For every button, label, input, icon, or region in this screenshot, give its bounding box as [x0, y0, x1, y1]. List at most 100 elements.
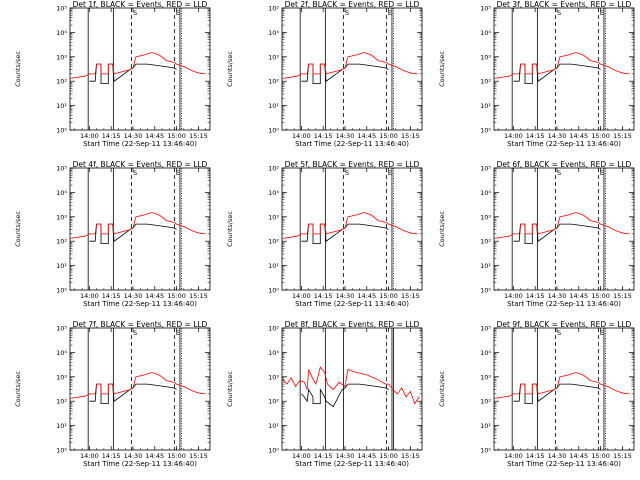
plot-frame	[493, 327, 635, 451]
x-tick-label: 14:45	[357, 292, 376, 300]
detector-panel-9: Det 9f, BLACK = Events, RED = LLD 10⁰ 10¹ 1…	[438, 320, 635, 468]
time-marker-label: S	[345, 9, 349, 17]
y-tick-label: 10⁴	[268, 189, 279, 197]
y-tick-label: 10⁴	[268, 349, 279, 357]
x-tick-label: 15:15	[189, 452, 208, 460]
y-tick-label: 10²	[480, 398, 491, 406]
y-tick-label: 10³	[56, 53, 67, 61]
x-tick-label: 14:00	[292, 132, 311, 140]
y-tick-label: 10⁰	[56, 127, 67, 135]
x-tick-label: 15:00	[379, 452, 398, 460]
time-marker-label: S	[133, 169, 137, 177]
x-tick-label: 14:15	[526, 132, 545, 140]
lld-series-line	[282, 212, 418, 239]
y-tick-label: 10³	[56, 213, 67, 221]
y-tick-label: 10²	[56, 398, 67, 406]
x-tick-label: 15:15	[401, 452, 420, 460]
y-axis-label: Counts/sec	[14, 211, 22, 247]
y-tick-label: 10⁵	[480, 5, 491, 13]
x-tick-label: 14:00	[292, 452, 311, 460]
y-tick-label: 10⁵	[56, 5, 67, 13]
y-tick-label: 10²	[480, 238, 491, 246]
plot-frame	[493, 7, 635, 131]
y-axis-label: Counts/sec	[226, 51, 234, 87]
y-tick-label: 10⁴	[56, 189, 67, 197]
y-tick-label: 10⁵	[56, 325, 67, 333]
y-tick-label: 10⁴	[480, 29, 491, 37]
events-series-line	[301, 383, 389, 408]
x-tick-label: 14:30	[336, 452, 355, 460]
y-axis-label: Counts/sec	[14, 371, 22, 407]
time-marker-label: E	[176, 169, 180, 177]
y-tick-label: 10⁰	[56, 287, 67, 295]
y-tick-label: 10⁴	[480, 349, 491, 357]
x-tick-label: 15:15	[401, 292, 420, 300]
y-tick-label: 10¹	[56, 422, 67, 430]
x-tick-label: 14:15	[102, 452, 121, 460]
detector-panel-5: Det 5f, BLACK = Events, RED = LLD 10⁰ 10¹ 1…	[226, 160, 423, 308]
y-tick-label: 10¹	[480, 262, 491, 270]
time-marker-label: S	[557, 9, 561, 17]
x-tick-label: 14:30	[548, 292, 567, 300]
panel-title: Det 1f, BLACK = Events, RED = LLD	[73, 0, 208, 9]
x-tick-label: 15:00	[167, 132, 186, 140]
y-tick-label: 10⁵	[268, 325, 279, 333]
x-tick-label: 14:15	[314, 292, 333, 300]
y-tick-label: 10²	[268, 238, 279, 246]
lld-series-line	[70, 212, 206, 239]
time-marker-label: E	[600, 9, 604, 17]
y-tick-label: 10²	[56, 238, 67, 246]
x-tick-label: 14:30	[548, 452, 567, 460]
y-tick-label: 10³	[480, 53, 491, 61]
time-marker-label: S	[557, 169, 561, 177]
y-tick-label: 10²	[480, 78, 491, 86]
y-tick-label: 10⁴	[56, 29, 67, 37]
detector-panel-4: Det 4f, BLACK = Events, RED = LLD 10⁰ 10¹ 1…	[14, 160, 211, 308]
time-marker-label: E	[388, 169, 392, 177]
x-tick-label: 14:45	[357, 132, 376, 140]
x-tick-label: 15:15	[613, 452, 632, 460]
y-tick-label: 10⁵	[268, 5, 279, 13]
lld-series-line	[494, 212, 630, 239]
x-tick-label: 15:00	[591, 452, 610, 460]
plot-frame	[281, 167, 423, 291]
y-tick-label: 10⁰	[268, 447, 279, 455]
x-tick-label: 15:15	[613, 132, 632, 140]
y-tick-label: 10⁰	[56, 447, 67, 455]
x-tick-label: 14:30	[548, 132, 567, 140]
y-tick-label: 10³	[56, 373, 67, 381]
x-tick-label: 14:30	[124, 292, 143, 300]
plot-frame	[69, 7, 211, 131]
x-tick-label: 14:45	[145, 132, 164, 140]
x-tick-label: 15:15	[189, 132, 208, 140]
x-tick-label: 14:00	[292, 292, 311, 300]
x-tick-label: 14:15	[314, 132, 333, 140]
y-tick-label: 10¹	[480, 422, 491, 430]
lld-series-line	[494, 372, 630, 399]
y-tick-label: 10³	[268, 53, 279, 61]
y-tick-label: 10⁰	[268, 287, 279, 295]
x-tick-label: 14:00	[80, 292, 99, 300]
x-tick-label: 14:30	[336, 132, 355, 140]
y-tick-label: 10¹	[268, 422, 279, 430]
lld-series-line	[282, 52, 418, 79]
x-tick-label: 14:30	[336, 292, 355, 300]
detector-panel-7: Det 7f, BLACK = Events, RED = LLD 10⁰ 10¹ 1…	[14, 320, 211, 468]
y-tick-label: 10²	[268, 78, 279, 86]
time-marker-label: E	[388, 9, 392, 17]
x-tick-label: 15:00	[379, 292, 398, 300]
detector-panel-6: Det 6f, BLACK = Events, RED = LLD 10⁰ 10¹ 1…	[438, 160, 635, 308]
time-marker-label: E	[176, 9, 180, 17]
panel-title: Det 6f, BLACK = Events, RED = LLD	[497, 160, 632, 169]
x-axis-label: Start Time (22-Sep-11 13:46:40)	[83, 140, 197, 148]
panel-title: Det 9f, BLACK = Events, RED = LLD	[497, 320, 632, 329]
time-marker-label: E	[176, 329, 180, 337]
y-tick-label: 10⁴	[268, 29, 279, 37]
x-tick-label: 14:15	[102, 132, 121, 140]
y-tick-label: 10⁰	[480, 127, 491, 135]
x-tick-label: 14:00	[504, 452, 523, 460]
x-tick-label: 15:00	[167, 292, 186, 300]
x-tick-label: 15:00	[591, 292, 610, 300]
y-tick-label: 10¹	[56, 102, 67, 110]
time-marker-label: E	[600, 169, 604, 177]
